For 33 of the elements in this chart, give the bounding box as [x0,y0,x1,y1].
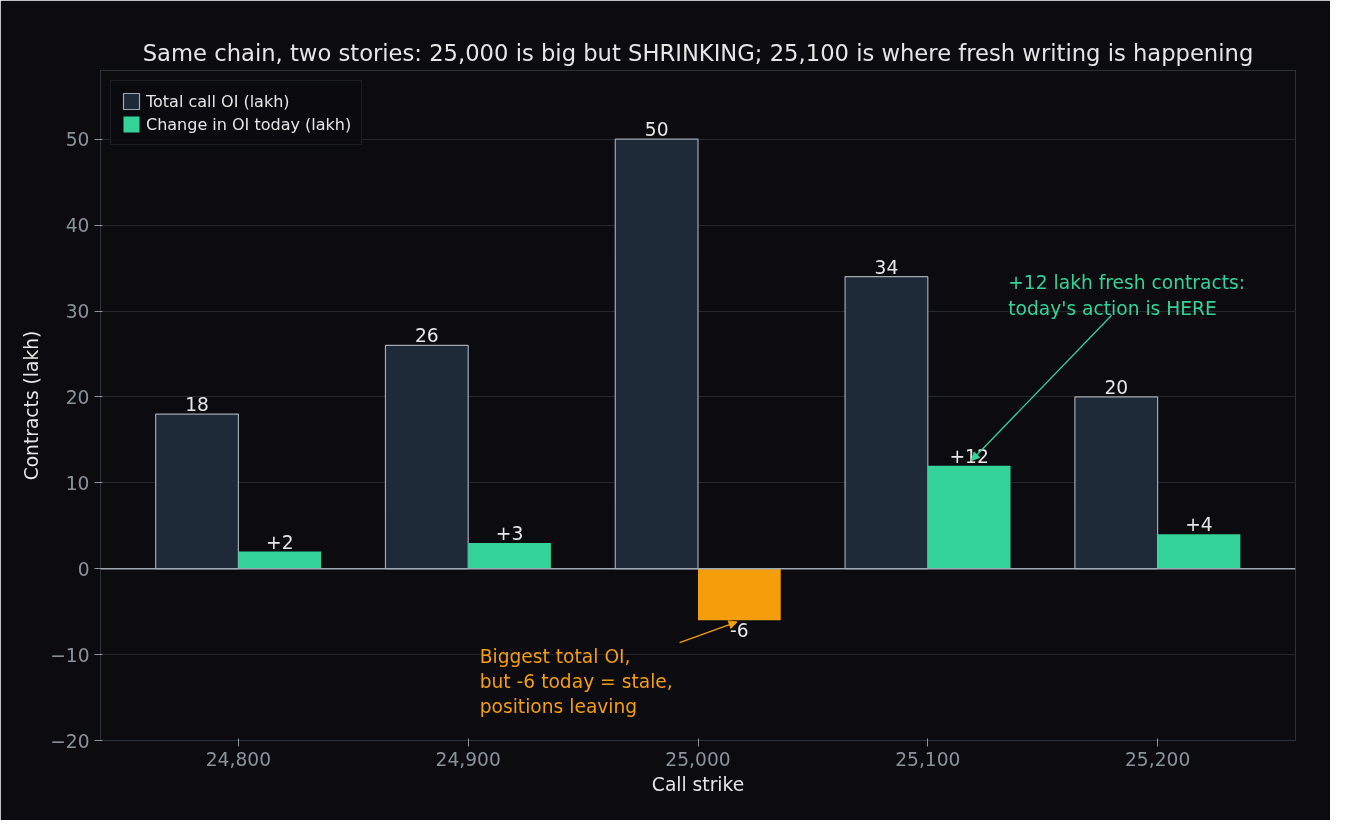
y-tick-label: 0 [77,558,90,580]
y-tick-label: 20 [65,386,90,408]
y-tick-label: 40 [65,215,90,237]
y-tick-label: 50 [65,129,90,151]
chart-title: Same chain, two stories: 25,000 is big but SHRINKING; 25,100 is where fresh writing is happening [142,39,1254,66]
y-tick-label: 30 [65,301,90,323]
data-label: +4 [1185,514,1213,536]
y-tick-label: −10 [50,644,90,666]
data-label: 50 [644,119,669,141]
annotation: Biggest total OI, but -6 today = stale, positions leaving [479,646,673,718]
bar [238,551,322,569]
x-tick-label: 24,900 [435,748,501,770]
y-tick-label: 10 [65,472,90,494]
data-label: +2 [266,531,294,553]
data-label: +3 [495,522,524,544]
y-tick-label: −20 [50,730,90,752]
bar [927,465,1011,569]
bar [1157,534,1241,569]
y-axis-title: Contracts (lakh) [21,330,43,481]
x-tick-label: 24,800 [205,748,272,770]
legend-label: Total call OI (lakh) [146,91,290,111]
data-label: -6 [730,620,749,642]
data-label: 20 [1104,376,1129,398]
x-tick-label: 25,100 [895,748,961,770]
data-label: 34 [874,256,899,278]
legend-label: Change in OI today (lakh) [146,114,352,134]
data-label: 18 [185,394,209,416]
annotation: +12 lakh fresh contracts: today's action is HERE [1008,272,1245,319]
bar [468,542,551,569]
x-tick-label: 25,200 [1124,748,1191,770]
x-tick-label: 25,000 [665,748,731,770]
x-axis-title: Call strike [651,773,745,795]
data-label: 26 [414,325,439,347]
